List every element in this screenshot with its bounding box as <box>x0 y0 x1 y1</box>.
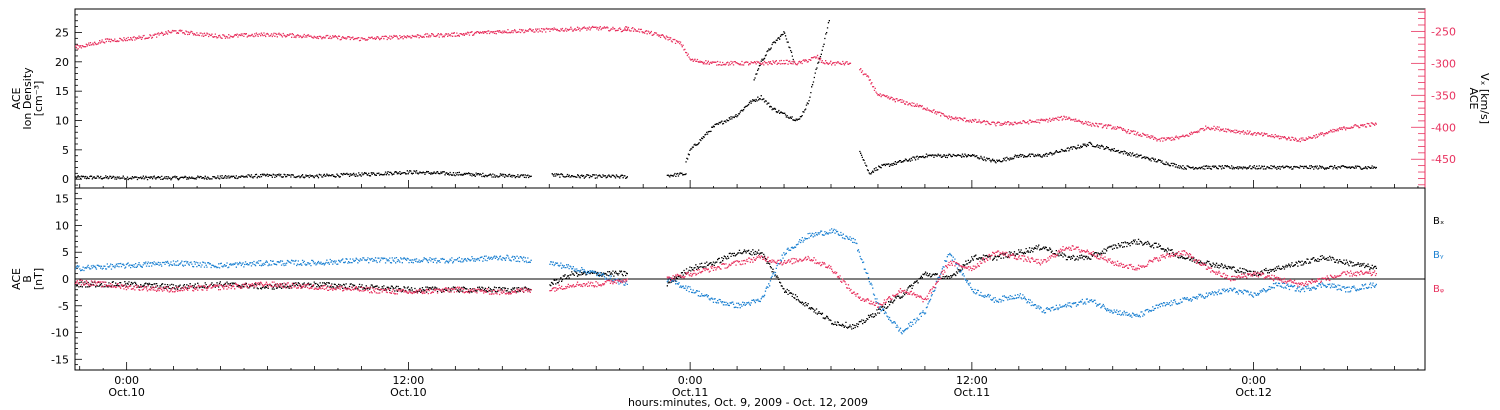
right-tick-label: -350 <box>1431 89 1456 102</box>
time-axis: 0:00Oct.1012:00Oct.100:00Oct.1112:00Oct.… <box>108 374 1271 399</box>
right-tick-label: -400 <box>1431 121 1456 134</box>
legend-entry: Bₓ <box>1433 216 1444 227</box>
series-0-segment-1 <box>551 173 628 180</box>
y-tick-label: 10 <box>55 219 69 232</box>
x-tick-date-label: Oct.11 <box>954 386 991 399</box>
series-1-segment-0 <box>75 25 628 50</box>
panel-frame <box>74 8 1426 189</box>
y-tick-label: -15 <box>51 353 69 366</box>
series-0-segment-0 <box>75 281 532 294</box>
series-0-segment-5 <box>859 141 1377 175</box>
x-tick-time-label: 0:00 <box>678 374 703 387</box>
y-axis-label-line: ACE <box>10 268 23 290</box>
series-2-segment-2 <box>666 245 1377 308</box>
y-tick-label: -10 <box>51 327 69 340</box>
right-tick-label: -450 <box>1431 153 1456 166</box>
y-axis-label-line: [nT] <box>32 268 45 290</box>
x-tick-time-label: 0:00 <box>1241 374 1266 387</box>
legend-entry: Bᵧ <box>1433 250 1444 261</box>
right-axis-label-line: ACE <box>1467 88 1480 110</box>
y-tick-label: 20 <box>55 56 69 69</box>
x-tick-time-label: 12:00 <box>393 374 425 387</box>
x-tick-date-label: Oct.12 <box>1235 386 1272 399</box>
y-tick-label: 0 <box>62 173 69 186</box>
y-axis-label-line: Ion Density <box>21 67 34 130</box>
series-2-segment-1 <box>549 278 628 292</box>
right-axis-label-line: Vₓ [km/s] <box>1478 73 1491 124</box>
series-0-segment-4 <box>753 31 795 81</box>
legend-entry: Bᵩ <box>1433 284 1444 295</box>
y-tick-label: 0 <box>62 273 69 286</box>
y-tick-label: -5 <box>58 300 69 313</box>
series-0-segment-2 <box>666 238 1377 330</box>
x-tick-date-label: Oct.10 <box>390 386 427 399</box>
series-0-segment-2 <box>666 172 687 178</box>
x-tick-date-label: Oct.10 <box>108 386 145 399</box>
x-axis-label: hours:minutes, Oct. 9, 2009 - Oct. 12, 2… <box>628 396 868 409</box>
series-1-segment-1 <box>624 25 852 66</box>
y-tick-label: 5 <box>62 246 69 259</box>
x-tick-date-label: Oct.11 <box>672 386 709 399</box>
x-tick-time-label: 12:00 <box>956 374 988 387</box>
series-2-segment-0 <box>75 279 532 296</box>
right-tick-label: -250 <box>1431 25 1456 38</box>
series-0-segment-0 <box>75 169 532 181</box>
y-tick-label: 15 <box>55 193 69 206</box>
right-tick-label: -300 <box>1431 57 1456 70</box>
series-1-segment-0 <box>75 254 532 272</box>
y-axis-label-line: ACE <box>10 87 23 109</box>
y-axis-label-line: [cm⁻³] <box>32 81 45 117</box>
y-tick-label: 5 <box>62 144 69 157</box>
y-tick-label: 10 <box>55 115 69 128</box>
series-0-segment-1 <box>549 270 628 287</box>
series-1-segment-1 <box>549 261 628 286</box>
y-tick-label: 15 <box>55 85 69 98</box>
y-tick-label: 25 <box>55 26 69 39</box>
y-axis-label-line: B <box>21 275 34 283</box>
series-1-segment-2 <box>666 228 1377 335</box>
series-1-segment-2 <box>859 68 1377 143</box>
series-0-segment-3 <box>685 20 830 163</box>
x-tick-time-label: 0:00 <box>114 374 139 387</box>
